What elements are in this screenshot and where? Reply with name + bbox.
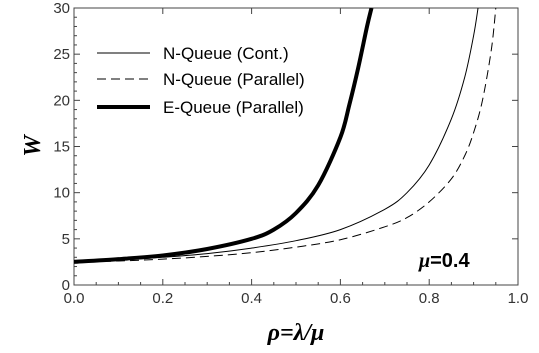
- x-tick-label: 0.4: [241, 290, 262, 307]
- y-tick-label: 25: [53, 46, 70, 63]
- y-tick-label: 30: [53, 0, 70, 17]
- y-tick-label: 5: [62, 231, 70, 248]
- y-tick-label: 15: [53, 139, 70, 156]
- legend-label-n-queue-parallel: N-Queue (Parallel): [163, 70, 305, 89]
- series-layer: [74, 8, 497, 264]
- plot-frame: [73, 7, 519, 286]
- y-tick-label: 20: [53, 92, 70, 109]
- legend-label-n-queue-cont: N-Queue (Cont.): [163, 44, 289, 63]
- x-axis-label: ρ=λ/μ: [267, 320, 325, 346]
- series-line-1: [74, 8, 497, 263]
- y-axis-label: W: [20, 134, 46, 157]
- axis-ticks: 0.0 0.2 0.4 0.6 0.8 1.0 0 5 10 15 20 25 30: [53, 0, 528, 307]
- mu-annotation: μ=0.4: [418, 250, 470, 272]
- mu-annotation-value: =0.4: [430, 250, 470, 272]
- y-tick-label: 10: [53, 185, 70, 202]
- x-tick-label: 0.2: [152, 290, 173, 307]
- y-tick-label: 0: [62, 277, 70, 294]
- x-tick-label: 0.8: [419, 290, 440, 307]
- legend: N-Queue (Cont.) N-Queue (Parallel) E-Que…: [97, 44, 305, 117]
- mu-annotation-symbol: μ: [418, 250, 430, 272]
- x-tick-label: 0.0: [64, 290, 85, 307]
- x-tick-label: 1.0: [508, 290, 529, 307]
- series-line-2: [74, 8, 374, 264]
- legend-label-e-queue-parallel: E-Queue (Parallel): [163, 98, 304, 117]
- x-tick-label: 0.6: [330, 290, 351, 307]
